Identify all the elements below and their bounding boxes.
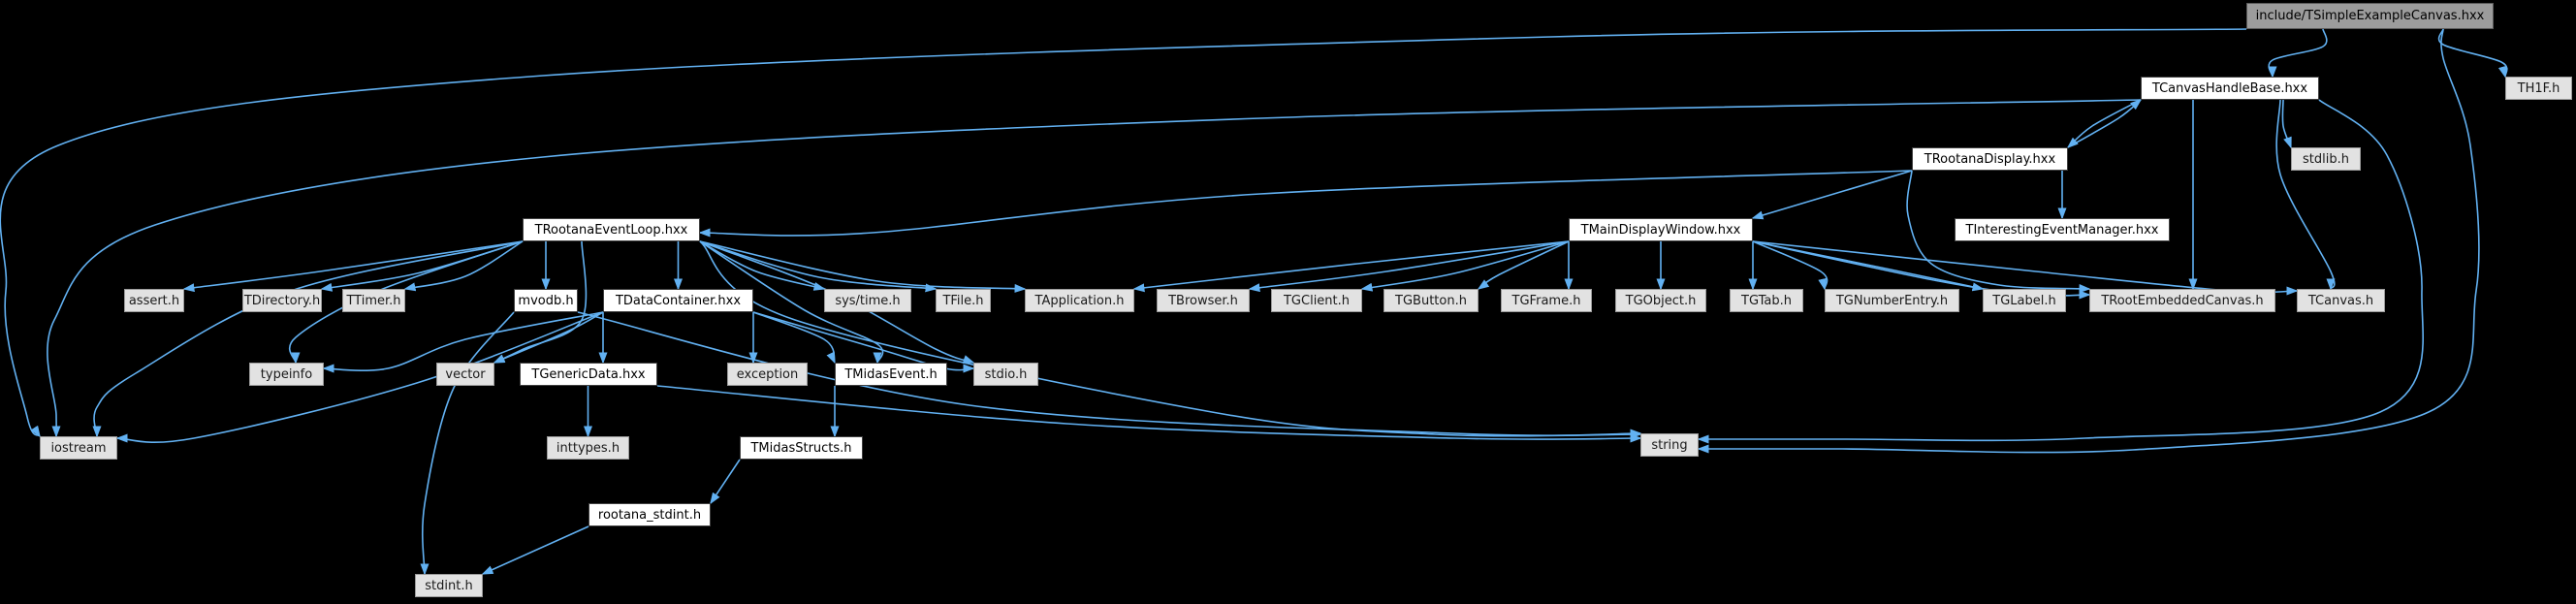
edge-canvashandlebase-iostream xyxy=(47,99,2142,438)
node-vector: vector xyxy=(436,363,494,386)
edge-simpleexamplecanvas-canvashandlebase xyxy=(2268,28,2328,79)
edge-simpleexamplecanvas-string xyxy=(1697,28,2480,454)
edge-tdatacontainer-tmidasevent xyxy=(752,311,836,365)
node-tgbutton: TGButton.h xyxy=(1383,289,1479,312)
node-tbrowser: TBrowser.h xyxy=(1157,289,1250,312)
node-canvashandlebase[interactable]: TCanvasHandleBase.hxx xyxy=(2141,77,2319,100)
edge-maindisplaywindow-tapplication xyxy=(1132,240,1570,293)
edge-mvodb-stdint xyxy=(420,311,515,576)
edge-rootanaeventloop-tfile xyxy=(699,240,938,293)
node-tgenericdata[interactable]: TGenericData.hxx xyxy=(520,363,657,386)
node-maindisplaywindow[interactable]: TMainDisplayWindow.hxx xyxy=(1569,218,1753,241)
node-systime: sys/time.h xyxy=(824,289,911,312)
edge-maindisplaywindow-tgbutton xyxy=(1477,240,1570,290)
node-assert: assert.h xyxy=(124,289,184,312)
edge-tdatacontainer-stdio xyxy=(752,311,975,373)
edge-rootanaeventloop-iostream xyxy=(92,240,524,438)
edge-tdatacontainer-typeinfo xyxy=(322,311,604,373)
node-rootembeddedcanvas: TRootEmbeddedCanvas.h xyxy=(2089,289,2275,312)
node-tcanvas: TCanvas.h xyxy=(2297,289,2385,312)
edge-simpleexamplecanvas-iostream xyxy=(0,28,2247,438)
edge-rootanastdint-stdint xyxy=(481,525,589,575)
edge-canvashandlebase-rootanadisplay xyxy=(2066,99,2142,148)
node-th1f: TH1F.h xyxy=(2505,77,2572,100)
node-exception: exception xyxy=(727,363,808,386)
node-rootanadisplay[interactable]: TRootanaDisplay.hxx xyxy=(1912,147,2068,171)
edge-tmidasstructs-rootanastdint xyxy=(710,459,741,505)
node-ttimer: TTimer.h xyxy=(342,289,405,312)
node-tglabel: TGLabel.h xyxy=(1983,289,2066,312)
edge-maindisplaywindow-tgnumberentry xyxy=(1752,240,1829,291)
edge-rootanaeventloop-tmidasevent xyxy=(699,240,884,365)
edge-rootanaeventloop-tdirectory xyxy=(320,240,524,292)
edge-simpleexamplecanvas-th1f xyxy=(2437,28,2508,79)
edge-rootanaeventloop-systime xyxy=(699,240,826,291)
node-tgframe: TGFrame.h xyxy=(1501,289,1592,312)
edge-tdatacontainer-vector xyxy=(493,311,604,364)
node-tgtab: TGTab.h xyxy=(1730,289,1803,312)
edge-maindisplaywindow-tcanvas xyxy=(1752,240,2299,296)
node-simpleexamplecanvas[interactable]: include/TSimpleExampleCanvas.hxx xyxy=(2246,3,2494,29)
node-typeinfo: typeinfo xyxy=(249,363,324,386)
node-inttypes: inttypes.h xyxy=(547,436,629,460)
edge-rootanadisplay-rootanaeventloop xyxy=(698,170,1913,238)
edge-rootanaeventloop-string xyxy=(699,240,1642,439)
node-rootanaeventloop[interactable]: TRootanaEventLoop.hxx xyxy=(523,218,700,241)
edge-maindisplaywindow-tgclient xyxy=(1360,240,1570,292)
node-tdirectory: TDirectory.h xyxy=(242,289,322,312)
node-tdatacontainer[interactable]: TDataContainer.hxx xyxy=(603,289,753,312)
node-tmidasstructs[interactable]: TMidasStructs.h xyxy=(740,436,863,460)
node-stdlib: stdlib.h xyxy=(2291,147,2361,171)
edge-rootanadisplay-maindisplaywindow xyxy=(1751,170,1913,220)
node-mvodb[interactable]: mvodb.h xyxy=(514,289,578,312)
edge-rootanadisplay-canvashandlebase xyxy=(2067,99,2143,148)
node-stdio: stdio.h xyxy=(973,363,1038,386)
edge-maindisplaywindow-tbrowser xyxy=(1248,240,1570,293)
edge-tgenericdata-string xyxy=(656,385,1642,443)
edge-canvashandlebase-string xyxy=(1697,99,2424,444)
node-stdint: stdint.h xyxy=(415,574,483,597)
node-tapplication: TApplication.h xyxy=(1025,289,1134,312)
edge-rootanadisplay-rootembeddedcanvas xyxy=(1906,170,2091,294)
node-tgnumberentry: TGNumberEntry.h xyxy=(1825,289,1959,312)
edge-canvashandlebase-tcanvas xyxy=(2275,99,2336,291)
node-tgclient: TGClient.h xyxy=(1271,289,1362,312)
node-tgobject: TGObject.h xyxy=(1615,289,1706,312)
edge-tdatacontainer-iostream xyxy=(115,311,604,443)
edge-rootanaeventloop-tapplication xyxy=(699,240,1027,293)
node-iostream: iostream xyxy=(40,436,117,460)
node-interestingeventmanager[interactable]: TInterestingEventManager.hxx xyxy=(1955,218,2170,241)
node-rootanastdint[interactable]: rootana_stdint.h xyxy=(588,503,711,526)
node-string: string xyxy=(1640,433,1699,457)
node-tmidasevent[interactable]: TMidasEvent.h xyxy=(835,363,947,386)
edge-rootanaeventloop-ttimer xyxy=(403,240,524,292)
edge-rootanaeventloop-assert xyxy=(182,240,524,293)
node-tfile: TFile.h xyxy=(936,289,991,312)
edge-canvashandlebase-stdlib xyxy=(2281,99,2292,149)
edge-mvodb-string xyxy=(577,311,1642,438)
